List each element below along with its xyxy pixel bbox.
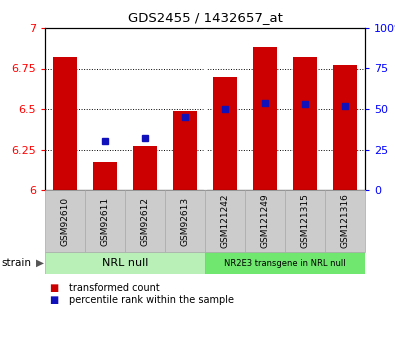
Bar [205,252,365,274]
Text: ■: ■ [49,283,58,293]
Bar [245,190,285,252]
Text: GSM92610: GSM92610 [60,196,70,246]
Text: ■: ■ [49,295,58,305]
Title: GDS2455 / 1432657_at: GDS2455 / 1432657_at [128,11,282,24]
Text: strain: strain [1,258,31,268]
Bar [205,190,245,252]
Bar [293,57,317,190]
Bar [213,77,237,190]
Text: GSM121316: GSM121316 [340,194,350,248]
Bar [253,48,277,190]
Bar [133,146,157,190]
Bar [45,252,205,274]
Text: NR2E3 transgene in NRL null: NR2E3 transgene in NRL null [224,258,346,267]
Bar [173,111,197,190]
Text: GSM121249: GSM121249 [260,194,269,248]
Text: transformed count: transformed count [69,283,160,293]
Bar [45,190,85,252]
Bar [285,190,325,252]
Text: GSM121315: GSM121315 [301,194,310,248]
Bar [93,162,117,190]
Text: percentile rank within the sample: percentile rank within the sample [69,295,234,305]
Text: ▶: ▶ [36,258,44,268]
Text: GSM92611: GSM92611 [100,196,109,246]
Text: GSM92613: GSM92613 [181,196,190,246]
Bar [125,190,165,252]
Text: GSM121242: GSM121242 [220,194,229,248]
Bar [53,57,77,190]
Text: GSM92612: GSM92612 [141,197,149,246]
Bar [325,190,365,252]
Text: NRL null: NRL null [102,258,148,268]
Bar [333,65,357,190]
Bar [165,190,205,252]
Bar [85,190,125,252]
